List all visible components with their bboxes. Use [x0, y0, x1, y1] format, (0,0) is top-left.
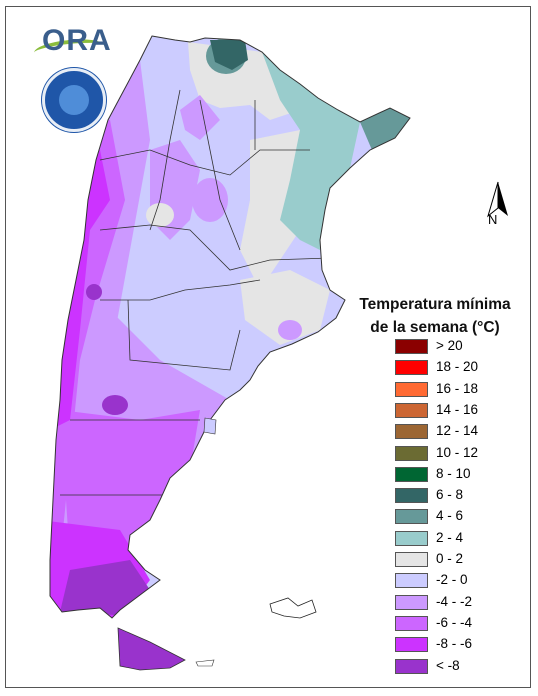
legend-swatch	[395, 381, 428, 397]
north-arrow-icon	[487, 181, 508, 218]
legend-label: -4 - -2	[436, 593, 473, 609]
legend-item: 6 - 8	[395, 486, 535, 506]
legend-swatch	[395, 594, 428, 610]
malvinas-islands	[269, 597, 317, 619]
legend-item: > 20	[395, 337, 535, 357]
legend-label: 6 - 8	[436, 487, 464, 503]
legend-title: Temperatura mínima de la semana (°C)	[340, 293, 530, 339]
legend-label: 2 - 4	[436, 529, 464, 545]
legend-swatch	[395, 573, 428, 589]
legend-swatch	[395, 402, 428, 418]
legend-item: -8 - -6	[395, 635, 535, 655]
legend-swatch	[395, 424, 428, 440]
legend-label: 18 - 20	[436, 359, 479, 375]
legend-item: 14 - 16	[395, 401, 535, 421]
legend-swatch	[395, 445, 428, 461]
map-frame	[5, 6, 531, 688]
ora-logo: ORA	[42, 24, 112, 57]
legend-label: 0 - 2	[436, 551, 464, 566]
legend-item: 2 - 4	[395, 529, 535, 549]
legend-label: -6 - -4	[436, 614, 473, 630]
legend-swatch	[395, 509, 428, 525]
legend-label: -8 - -6	[436, 636, 473, 652]
legend-item: 12 - 14	[395, 422, 535, 442]
legend-item: 16 - 18	[395, 380, 535, 400]
legend-swatch	[395, 360, 428, 376]
legend-item: 8 - 10	[395, 465, 535, 485]
legend-swatch	[395, 466, 428, 482]
legend-item: -6 - -4	[395, 614, 535, 634]
legend-label: 4 - 6	[436, 508, 464, 524]
legend-label: 8 - 10	[436, 465, 471, 481]
legend-swatch	[395, 530, 428, 546]
legend-label: 10 - 12	[436, 444, 479, 460]
legend-item: 0 - 2	[395, 550, 535, 570]
legend-item: 4 - 6	[395, 507, 535, 527]
legend-label: 16 - 18	[436, 380, 479, 396]
legend-label: < -8	[436, 657, 460, 673]
legend-swatch	[395, 339, 428, 354]
tierra-del-fuego	[117, 627, 186, 671]
legend-swatch	[395, 615, 428, 631]
legend-item: < -8	[395, 657, 535, 677]
legend-item: 10 - 12	[395, 444, 535, 464]
legend-swatch	[395, 488, 428, 504]
legend-item: -4 - -2	[395, 593, 535, 613]
north-arrow-label: N	[488, 212, 498, 227]
legend-label: 14 - 16	[436, 401, 479, 417]
legend-swatch	[395, 637, 428, 653]
legend-label: -2 - 0	[436, 572, 468, 588]
legend-title-line-1: Temperatura mínima	[359, 296, 511, 313]
legend-title-line-2: de la semana (°C)	[370, 319, 500, 336]
legend-item: 18 - 20	[395, 358, 535, 378]
legend-swatch	[395, 658, 428, 674]
legend-label: 12 - 14	[436, 423, 479, 439]
inta-seal-icon	[42, 68, 106, 132]
legend-swatch	[395, 552, 428, 567]
legend-item: -2 - 0	[395, 571, 535, 591]
legend-label: > 20	[436, 338, 463, 353]
